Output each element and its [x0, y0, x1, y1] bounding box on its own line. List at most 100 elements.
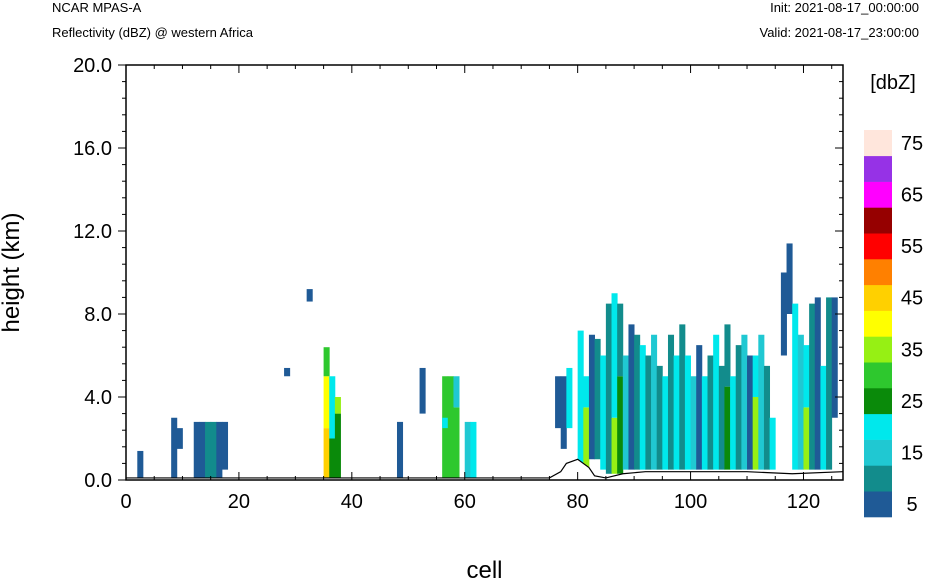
- reflectivity-cell: [735, 345, 742, 470]
- plot-frame: [125, 64, 844, 481]
- colorbar-label: 45: [901, 288, 923, 310]
- x-tick-label: 80: [567, 491, 589, 513]
- reflectivity-cell: [583, 407, 590, 470]
- reflectivity-cell: [701, 376, 708, 470]
- reflectivity-cell: [334, 413, 341, 480]
- reflectivity-cell: [470, 421, 477, 480]
- colorbar-swatch: [864, 233, 892, 260]
- reflectivity-cell: [205, 421, 212, 480]
- reflectivity-cell: [724, 324, 731, 387]
- reflectivity-cell: [730, 376, 737, 470]
- reflectivity-cell: [334, 397, 341, 414]
- reflectivity-cell: [323, 347, 330, 377]
- reflectivity-cell: [713, 334, 720, 470]
- colorbar-swatch: [864, 155, 892, 182]
- reflectivity-cell: [752, 355, 759, 397]
- init-time: Init: 2021-08-17_00:00:00: [770, 0, 919, 15]
- reflectivity-cell: [560, 376, 567, 449]
- reflectivity-cell: [453, 376, 460, 408]
- reflectivity-cell: [814, 297, 821, 470]
- colorbar-swatch: [864, 181, 892, 208]
- colorbar-label: 15: [901, 443, 923, 465]
- reflectivity-cell: [707, 355, 714, 470]
- reflectivity-cell: [696, 345, 703, 470]
- x-tick-label: 120: [787, 491, 820, 513]
- reflectivity-cell: [662, 376, 669, 470]
- reflectivity-cell: [555, 376, 562, 429]
- colorbar-swatch: [864, 413, 892, 440]
- reflectivity-cell: [651, 334, 658, 470]
- colorbar-label: 25: [901, 391, 923, 413]
- reflectivity-cell: [803, 407, 810, 470]
- valid-time: Valid: 2021-08-17_23:00:00: [759, 25, 920, 40]
- reflectivity-cell: [747, 355, 754, 470]
- x-tick-label: 60: [454, 491, 476, 513]
- reflectivity-cell: [673, 355, 680, 470]
- colorbar-swatch: [864, 310, 892, 337]
- reflectivity-cell: [724, 386, 731, 470]
- reflectivity-cell: [210, 421, 217, 480]
- reflectivity-cell: [679, 324, 686, 470]
- reflectivity-cell: [617, 303, 624, 377]
- reflectivity-cell: [639, 345, 646, 470]
- reflectivity-cell: [792, 303, 799, 470]
- reflectivity-cell: [566, 367, 573, 429]
- field-description: Reflectivity (dBZ) @ western Africa: [52, 25, 254, 40]
- reflectivity-cell: [831, 297, 838, 418]
- reflectivity-cell: [329, 376, 336, 439]
- terrain-line: [126, 458, 844, 479]
- reflectivity-cell: [690, 376, 697, 470]
- reflectivity-cell: [826, 297, 833, 470]
- reflectivity-cell: [323, 428, 330, 481]
- colorbar-title: [dbZ]: [870, 72, 916, 94]
- y-axis-title: height (km): [0, 212, 25, 332]
- reflectivity-cell: [809, 303, 816, 470]
- y-axis: 0.0 4.0 8.0 12.0 16.0 20.0: [73, 55, 843, 492]
- reflectivity-cell: [442, 417, 449, 429]
- reflectivity-cell: [611, 417, 618, 474]
- colorbar-swatch: [864, 362, 892, 389]
- reflectivity-cell: [447, 376, 454, 480]
- x-tick-label: 40: [341, 491, 363, 513]
- reflectivity-cell: [628, 324, 635, 470]
- colorbar-swatch: [864, 491, 892, 518]
- colorbar-label: 35: [901, 339, 923, 361]
- reflectivity-cell: [820, 365, 827, 470]
- reflectivity-cell: [611, 293, 618, 418]
- reflectivity-cell: [176, 428, 183, 449]
- reflectivity-cell: [758, 334, 765, 470]
- x-axis-title: cell: [466, 557, 502, 580]
- colorbar: 5 15 25 35 45 55 65 75: [864, 130, 923, 518]
- reflectivity-cell: [741, 334, 748, 470]
- reflectivity-cell: [453, 407, 460, 481]
- reflectivity-cell: [137, 450, 144, 480]
- terrain-layer: [126, 458, 844, 480]
- colorbar-swatch: [864, 336, 892, 363]
- reflectivity-cells: [137, 243, 838, 481]
- colorbar-swatch: [864, 388, 892, 415]
- reflectivity-cell: [763, 365, 771, 470]
- reflectivity-cell: [803, 345, 810, 408]
- x-tick-label: 100: [674, 491, 707, 513]
- reflectivity-cell: [605, 303, 612, 474]
- y-tick-label: 0.0: [84, 470, 112, 492]
- colorbar-swatch: [864, 439, 892, 466]
- reflectivity-cell: [419, 367, 426, 414]
- x-tick-label: 0: [120, 491, 131, 513]
- colorbar-label: 65: [901, 185, 923, 207]
- reflectivity-cell: [617, 376, 624, 474]
- x-axis: 0 20 40 60 80 100 120: [120, 65, 833, 513]
- y-tick-label: 12.0: [73, 221, 112, 243]
- reflectivity-cell: [780, 272, 787, 356]
- reflectivity-cell: [600, 355, 607, 470]
- reflectivity-cell: [769, 417, 776, 470]
- y-tick-label: 16.0: [73, 138, 112, 160]
- colorbar-swatch: [864, 465, 892, 492]
- reflectivity-cell: [797, 334, 804, 470]
- y-tick-label: 20.0: [73, 55, 112, 77]
- reflectivity-cell: [216, 421, 223, 480]
- reflectivity-cell: [323, 376, 330, 429]
- reflectivity-cell: [577, 330, 584, 470]
- colorbar-swatch: [864, 284, 892, 311]
